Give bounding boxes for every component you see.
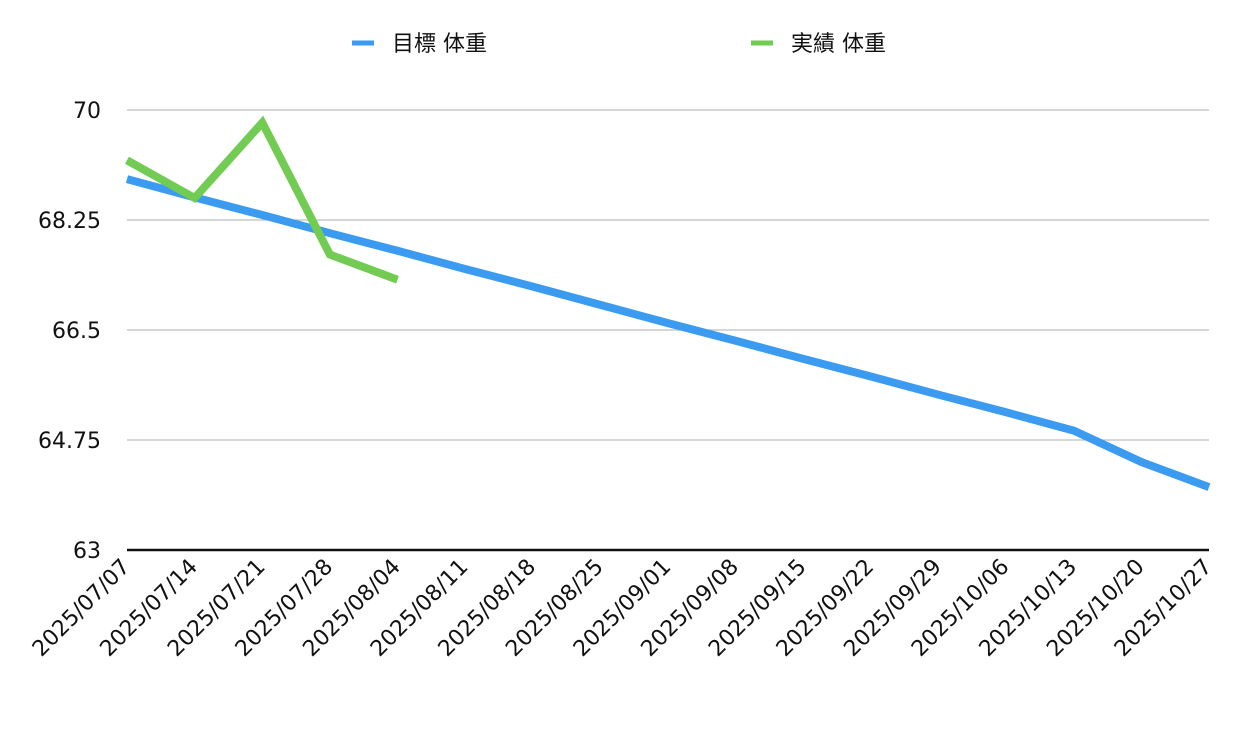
y-axis-tick-labels: 63 64.75 66.5 68.25 70 xyxy=(38,99,101,564)
legend: 目標 体重 実績 体重 xyxy=(352,32,886,57)
gridlines xyxy=(127,109,1209,441)
y-tick-label: 66.5 xyxy=(52,319,101,344)
series-line-actual xyxy=(125,115,399,284)
legend-label-actual: 実績 体重 xyxy=(791,32,886,57)
y-tick-label: 68.25 xyxy=(38,209,101,234)
x-axis-tick-labels: 2025/07/072025/07/142025/07/212025/07/28… xyxy=(28,555,1217,662)
y-tick-label: 64.75 xyxy=(38,429,101,454)
series-line-target xyxy=(125,175,1211,491)
legend-label-target: 目標 体重 xyxy=(392,32,487,57)
y-tick-label: 63 xyxy=(73,539,101,564)
y-tick-label: 70 xyxy=(73,99,101,124)
series-lines xyxy=(125,115,1211,491)
